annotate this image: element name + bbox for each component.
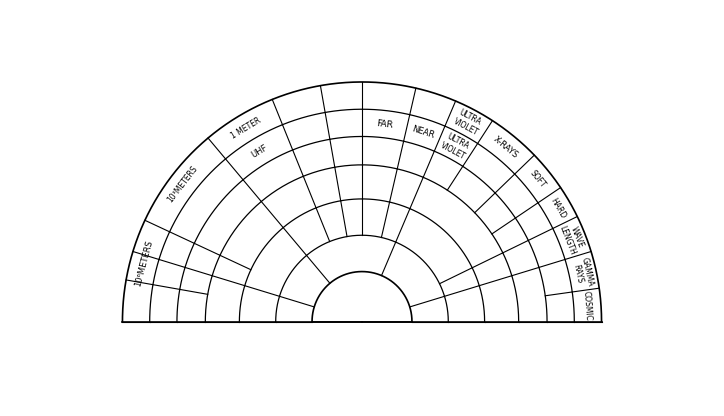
Text: ULTRA
VIOLET: ULTRA VIOLET	[452, 107, 484, 137]
Text: SOFT: SOFT	[528, 169, 547, 190]
Text: 10⁶METERS: 10⁶METERS	[133, 239, 154, 287]
Text: FAR: FAR	[376, 119, 393, 129]
Text: NEAR: NEAR	[411, 125, 436, 141]
Text: X-RAYS: X-RAYS	[492, 134, 520, 160]
Text: WAVE
LENGTH: WAVE LENGTH	[557, 221, 587, 257]
Text: HARD: HARD	[548, 197, 567, 220]
Text: UHF: UHF	[250, 143, 269, 160]
Text: ULTRA
VIOLET: ULTRA VIOLET	[439, 131, 472, 161]
Text: COSMIC: COSMIC	[582, 290, 593, 321]
Text: GAMMA
RAYS: GAMMA RAYS	[570, 256, 595, 289]
Text: 1 METER: 1 METER	[229, 116, 262, 140]
Text: 10³METERS: 10³METERS	[166, 164, 200, 204]
